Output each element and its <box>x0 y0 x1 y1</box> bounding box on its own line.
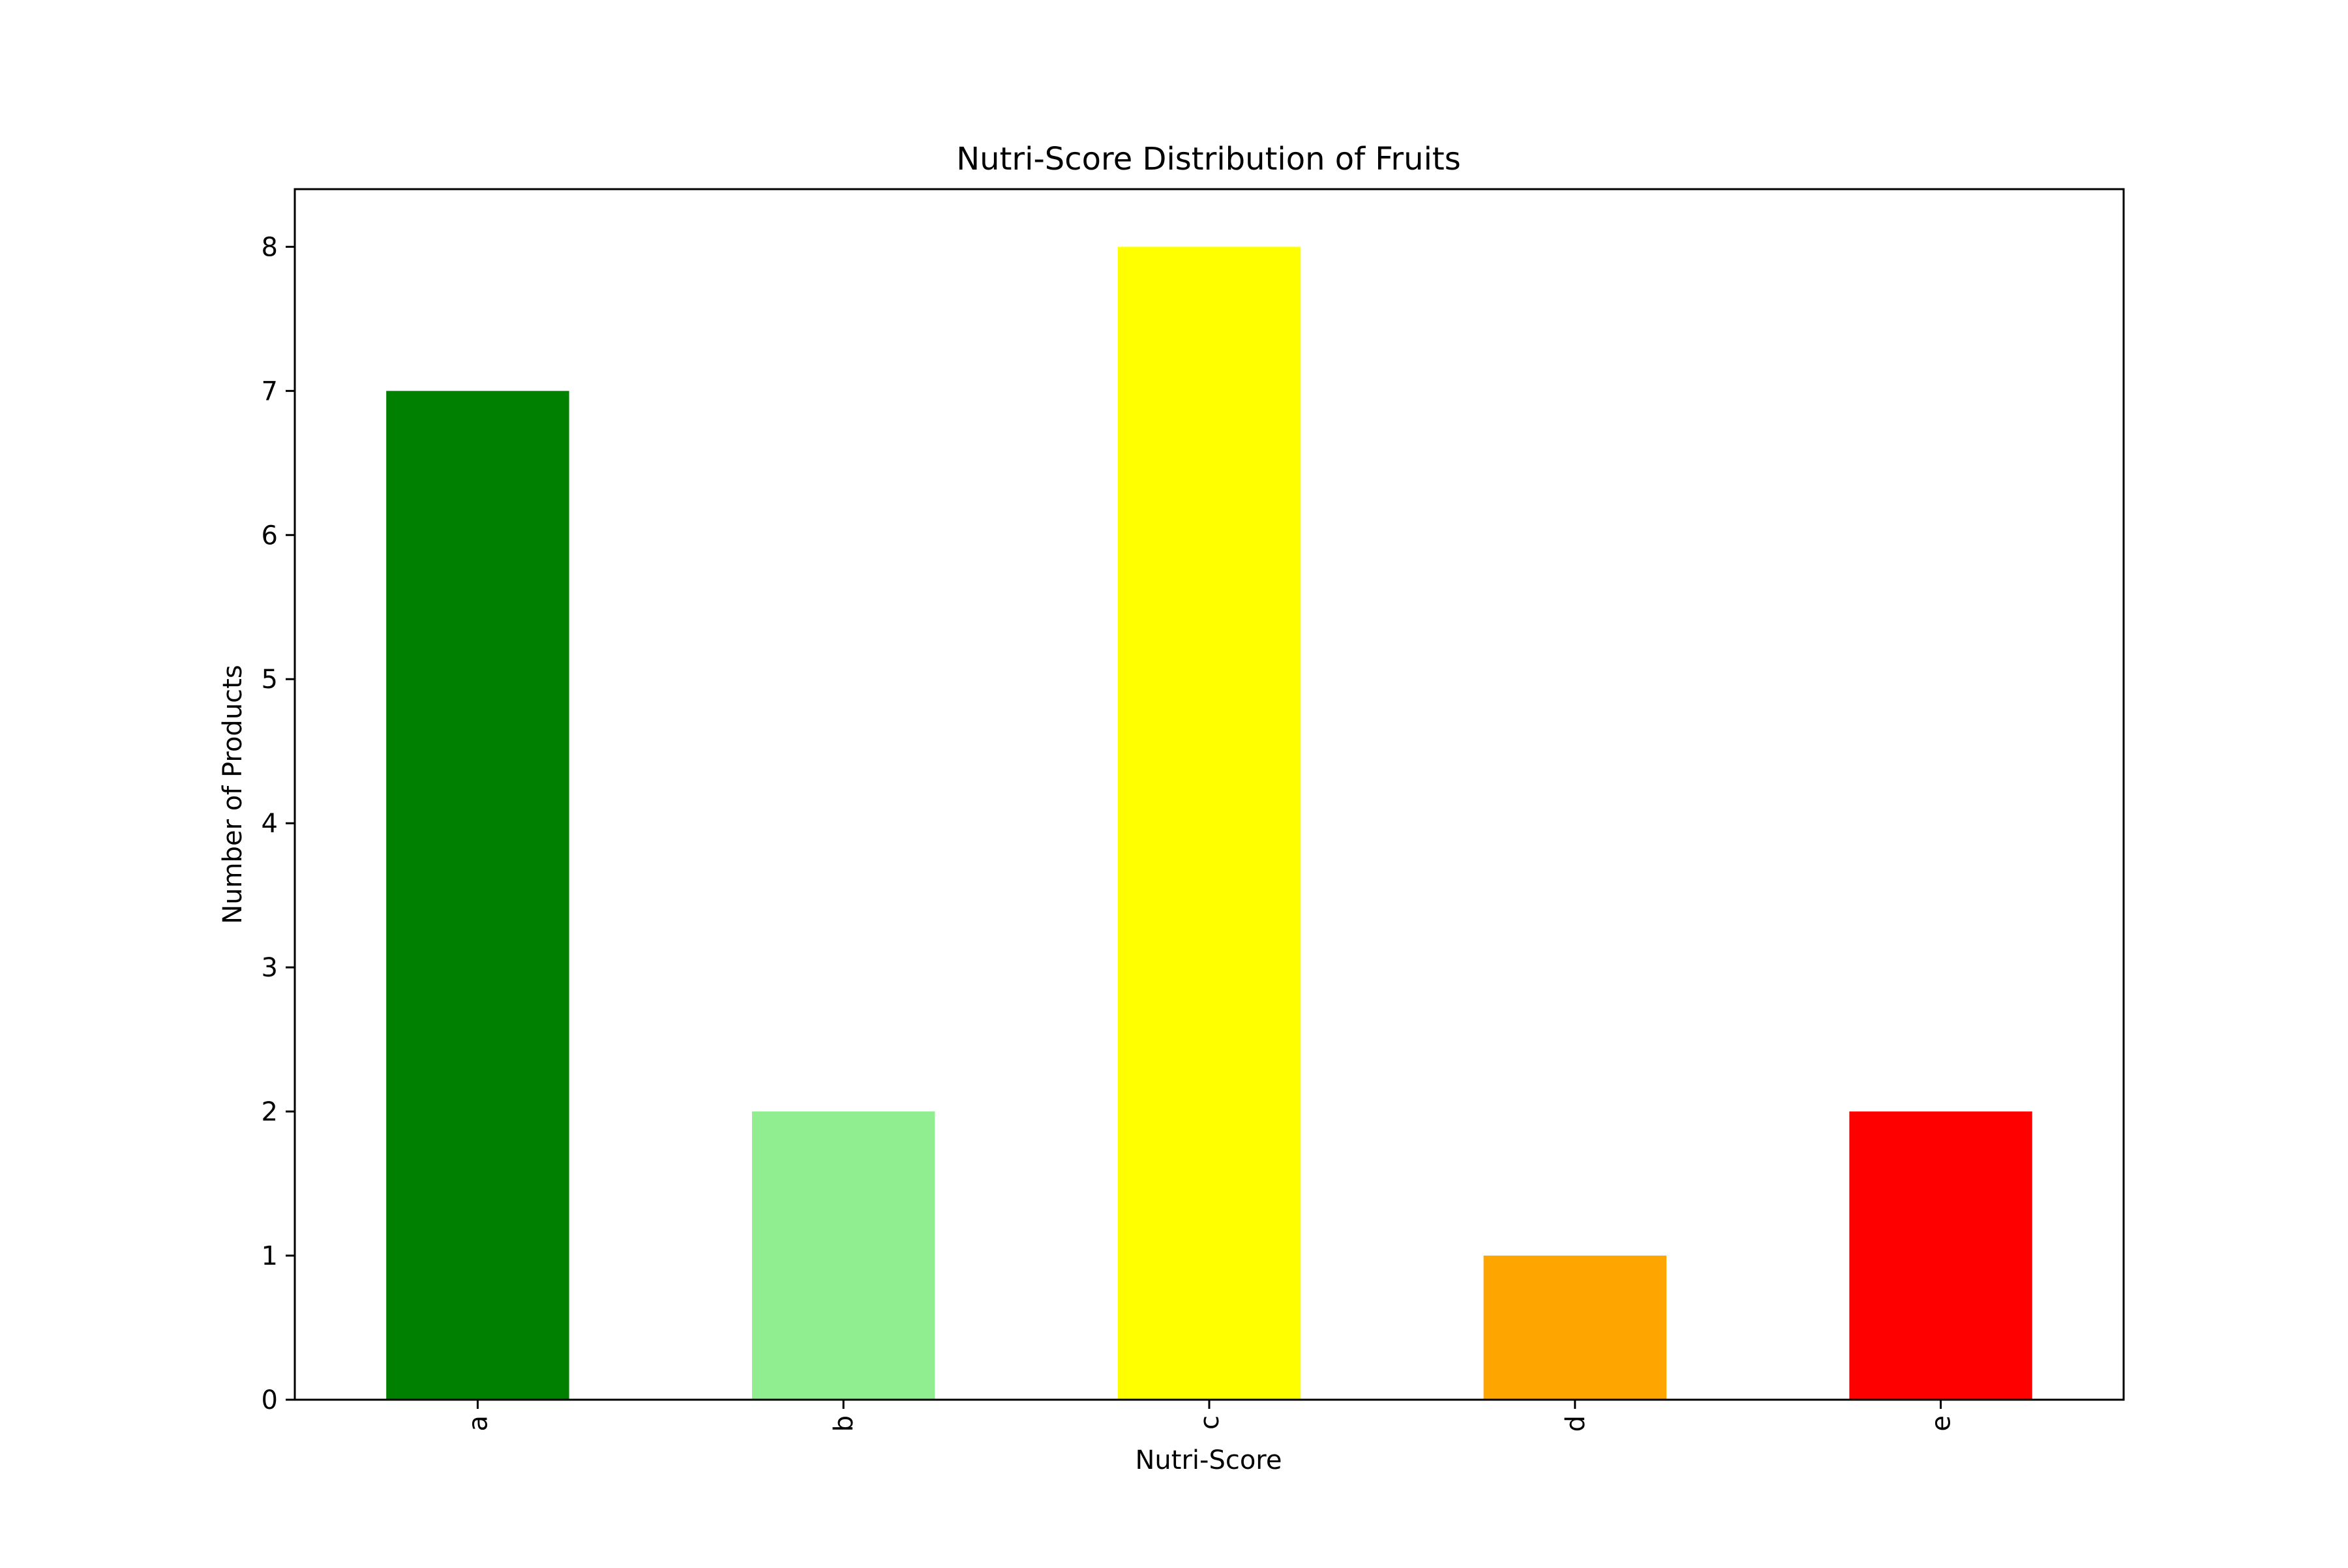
y-tick-label: 5 <box>262 665 278 695</box>
bar-d <box>1484 1256 1666 1400</box>
y-tick-label: 4 <box>262 809 278 839</box>
bar-a <box>386 391 569 1400</box>
x-tick-label: a <box>463 1415 493 1432</box>
y-tick-label: 3 <box>262 953 278 983</box>
x-tick-label: c <box>1195 1415 1225 1430</box>
y-tick-label: 6 <box>262 520 278 550</box>
y-tick-label: 8 <box>262 232 278 262</box>
x-tick-label: e <box>1927 1415 1957 1432</box>
bar-e <box>1849 1111 2032 1400</box>
bar-c <box>1118 247 1301 1400</box>
bar-b <box>752 1111 935 1400</box>
y-tick-label: 7 <box>262 376 278 406</box>
y-tick-label: 0 <box>262 1385 278 1415</box>
y-tick-label: 1 <box>262 1241 278 1271</box>
y-axis-label: Number of Products <box>218 665 248 924</box>
chart-title: Nutri-Score Distribution of Fruits <box>956 141 1460 177</box>
x-tick-label: b <box>829 1415 859 1432</box>
x-axis-label: Nutri-Score <box>1136 1445 1282 1475</box>
y-tick-label: 2 <box>262 1097 278 1127</box>
x-tick-label: d <box>1561 1415 1591 1432</box>
